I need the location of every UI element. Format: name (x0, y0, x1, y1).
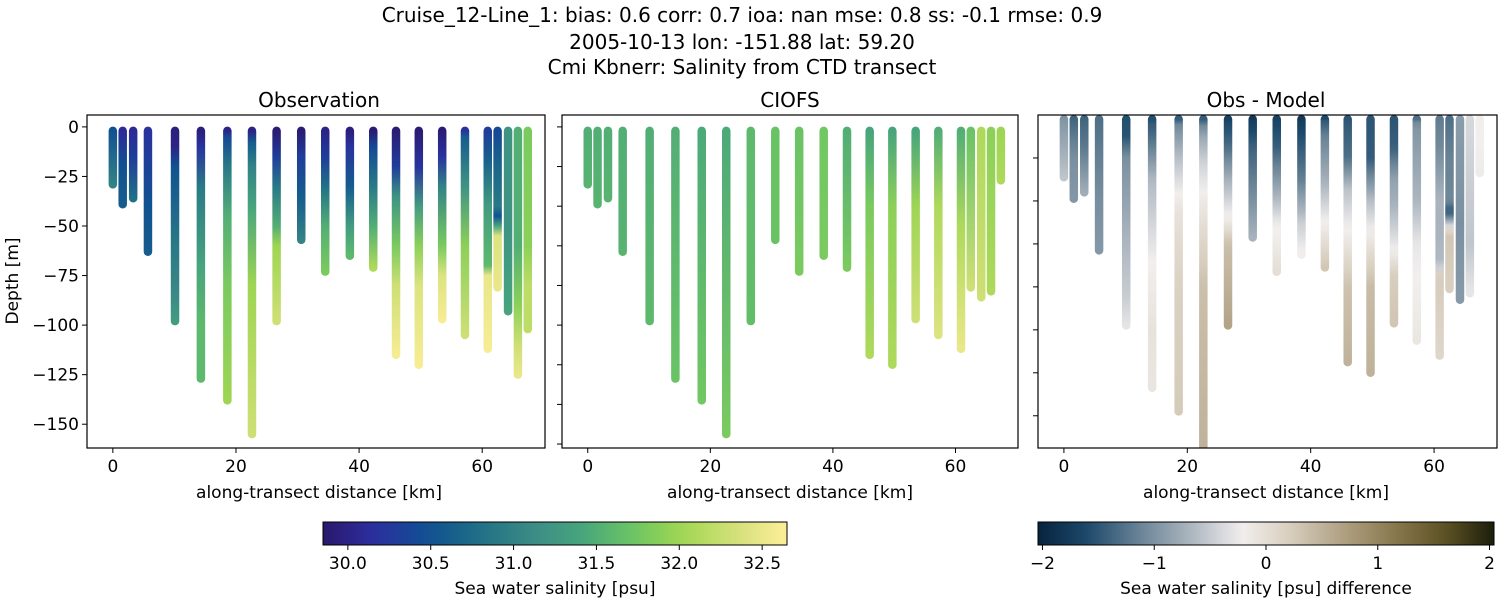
x-tick-label: 20 (700, 457, 722, 477)
colorbar-tick-label: 2 (1484, 554, 1495, 574)
x-tick-label: 60 (945, 457, 967, 477)
panel-title-obs-model: Obs - Model (1207, 88, 1326, 112)
x-tick-label: 0 (582, 457, 593, 477)
colorbar-tick-label: 0 (1261, 554, 1272, 574)
y-tick-label: −150 (32, 415, 79, 435)
colorbar-tick-label: 32.5 (743, 554, 781, 574)
x-tick-label: 60 (1423, 457, 1445, 477)
y-tick-label: −75 (43, 267, 79, 287)
colorbar-tick-label: 32.0 (660, 554, 698, 574)
x-tick-label: 40 (822, 457, 844, 477)
colorbar-tick-label: −2 (1030, 554, 1055, 574)
x-axis-label-ciofs: along-transect distance [km] (667, 483, 913, 503)
panel-title-ciofs: CIOFS (760, 88, 819, 112)
title-line-3: Cmi Kbnerr: Salinity from CTD transect (548, 55, 937, 79)
y-tick-label: −25 (43, 167, 79, 187)
panel-frame (86, 114, 546, 449)
colorbar-1 (1037, 521, 1495, 546)
colorbar-0 (322, 521, 788, 546)
panel-0-data (108, 126, 533, 439)
panel-title-observation: Observation (258, 88, 380, 112)
x-tick-label: 40 (1300, 457, 1322, 477)
x-tick-label: 20 (1176, 457, 1198, 477)
colorbar-tick-label: 31.5 (577, 554, 615, 574)
title-line-1: Cruise_12-Line_1: bias: 0.6 corr: 0.7 io… (382, 3, 1103, 27)
y-tick-label: 0 (68, 118, 79, 138)
x-axis-label-obs-model: along-transect distance [km] (1143, 483, 1389, 503)
colorbar-tick-label: 1 (1372, 554, 1383, 574)
x-tick-label: 0 (1058, 457, 1069, 477)
colorbar-label-difference: Sea water salinity [psu] difference (1120, 579, 1412, 599)
colorbar-tick-label: 31.0 (495, 554, 533, 574)
panel-2-data (1059, 115, 1484, 448)
x-axis-label-observation: along-transect distance [km] (196, 483, 442, 503)
colorbar-tick-label: 30.0 (329, 554, 367, 574)
x-tick-label: 0 (107, 457, 118, 477)
y-tick-label: −125 (32, 366, 79, 386)
panel-frame (1037, 114, 1498, 449)
panel-frame (561, 114, 1019, 449)
colorbar-label-salinity: Sea water salinity [psu] (455, 579, 656, 599)
x-tick-label: 40 (348, 457, 370, 477)
y-axis-label: Depth [m] (3, 237, 23, 324)
colorbar-tick-label: −1 (1142, 554, 1167, 574)
x-tick-label: 60 (471, 457, 493, 477)
colorbar-tick-label: 30.5 (412, 554, 450, 574)
y-tick-label: −100 (32, 316, 79, 336)
title-line-2: 2005-10-13 lon: -151.88 lat: 59.20 (569, 30, 915, 54)
panel-1-data (583, 126, 1006, 439)
x-tick-label: 20 (225, 457, 247, 477)
y-tick-label: −50 (43, 217, 79, 237)
